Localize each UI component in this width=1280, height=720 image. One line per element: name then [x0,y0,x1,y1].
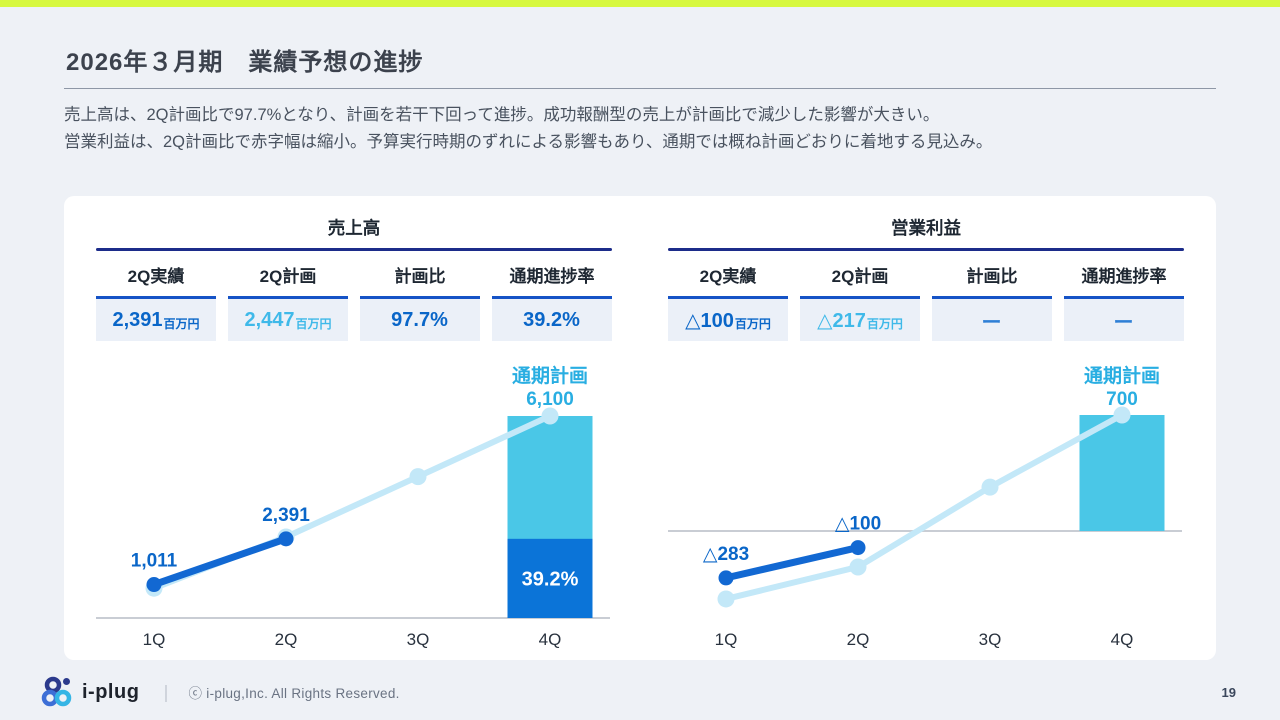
value-cell: 2,391 百万円 [96,296,216,341]
value-cell: △100 百万円 [668,296,788,341]
i-plug-wordmark: i-plug [82,680,140,703]
column-header: 2Q実績 [127,267,185,286]
operating-profit-title-underline [668,248,1184,251]
page-title: 2026年３月期 業績予想の進捗 [66,49,424,76]
value-cell: 2,447 百万円 [228,296,348,341]
column-header: 2Q計画 [259,267,317,286]
value-unit: 百万円 [734,316,771,331]
value-text: 2,391 [112,308,163,331]
svg-text:通期計画: 通期計画 [512,364,588,387]
svg-text:2Q: 2Q [847,630,870,649]
svg-text:1Q: 1Q [143,630,166,649]
column-header: 計画比 [394,267,446,286]
svg-text:3Q: 3Q [979,630,1002,649]
svg-text:700: 700 [1106,389,1138,410]
revenue-panel-title: 売上高 [327,218,381,238]
value-text: ー [1113,311,1134,334]
operating-profit-panel-title: 営業利益 [891,218,961,238]
svg-text:6,100: 6,100 [526,389,574,410]
revenue-table-header-row: 2Q実績 2Q計画 計画比 通期進捗率 [96,251,612,296]
svg-text:2Q: 2Q [275,630,298,649]
value-text: ー [981,311,1002,334]
svg-text:4Q: 4Q [1111,630,1134,649]
value-unit: 百万円 [295,316,332,331]
value-cell: ー [932,296,1052,341]
column-header: 2Q実績 [699,267,757,286]
value-cell: △217 百万円 [800,296,920,341]
svg-text:△100: △100 [835,514,881,535]
svg-text:1Q: 1Q [715,630,738,649]
column-header: 通期進捗率 [1081,267,1167,286]
top-accent-bar [0,0,1280,7]
svg-text:2,391: 2,391 [262,505,310,526]
value-text: 39.2% [523,308,580,331]
value-text: 2,447 [244,308,295,331]
column-header: 2Q計画 [831,267,889,286]
charts-card: 売上高 2Q実績 2Q計画 計画比 通期進捗率 2,391 百万円 2,447 百万… [64,196,1216,660]
value-unit: 百万円 [866,316,903,331]
value-cell: 39.2% [492,296,612,341]
svg-text:△283: △283 [703,544,749,565]
description-line-1: 売上高は、2Q計画比で97.7%となり、計画を若干下回って進捗。成功報酬型の売上… [64,106,940,124]
svg-text:1,011: 1,011 [131,551,178,572]
value-text: △217 [817,309,866,332]
revenue-title-underline [96,248,612,251]
svg-text:3Q: 3Q [407,630,430,649]
svg-text:4Q: 4Q [539,630,562,649]
footer-separator: ｜ [157,684,175,704]
value-text: 97.7% [391,308,448,331]
value-text: △100 [685,309,734,332]
title-divider [64,88,1216,89]
revenue-panel: 売上高 2Q実績 2Q計画 計画比 通期進捗率 2,391 百万円 2,447 百万… [96,196,612,660]
description-line-2: 営業利益は、2Q計画比で赤字幅は縮小。予算実行時期のずれによる影響もあり、通期で… [64,133,993,151]
column-header: 通期進捗率 [509,267,595,286]
page-number: 19 [1221,685,1236,700]
operating-profit-table-header-row: 2Q実績 2Q計画 計画比 通期進捗率 [668,251,1184,296]
value-unit: 百万円 [163,316,200,331]
revenue-table-value-row: 2,391 百万円 2,447 百万円 97.7% 39.2% [96,296,612,341]
svg-text:39.2%: 39.2% [522,568,579,590]
operating-profit-panel: 営業利益 2Q実績 2Q計画 計画比 通期進捗率 △100 百万円 △217 百万円… [668,196,1184,660]
value-cell: ー [1064,296,1184,341]
footer: i-plug ｜ ⓒ i-plug,Inc. All Rights Reserv… [40,672,1240,712]
operating-profit-table-value-row: △100 百万円 △217 百万円 ー ー [668,296,1184,341]
column-header: 計画比 [966,267,1018,286]
i-plug-logo-icon [41,676,72,707]
value-cell: 97.7% [360,296,480,341]
copyright-text: ⓒ i-plug,Inc. All Rights Reserved. [188,686,400,701]
svg-text:通期計画: 通期計画 [1084,364,1160,387]
